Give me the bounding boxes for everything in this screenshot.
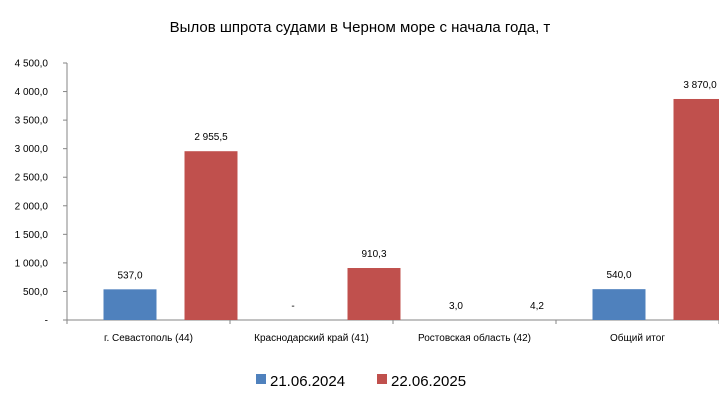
chart-title: Вылов шпрота судами в Черном море с нача… <box>170 19 551 36</box>
y-tick-label: 500,0 <box>23 287 48 298</box>
y-tick-label: 2 500,0 <box>15 173 49 184</box>
data-label: 540,0 <box>606 270 631 281</box>
legend-swatch <box>256 374 266 384</box>
data-label: 2 955,5 <box>194 132 228 143</box>
y-tick-label: 4 000,0 <box>15 87 49 98</box>
bar <box>347 268 401 320</box>
legend-label: 21.06.2024 <box>270 373 345 390</box>
data-label: 3,0 <box>449 301 463 312</box>
y-tick-label: 2 000,0 <box>15 201 49 212</box>
data-label: - <box>291 301 294 312</box>
x-tick-label: Краснодарский край (41) <box>254 333 369 344</box>
y-tick-label: 1 500,0 <box>15 230 49 241</box>
data-labels: 537,0 2 955,5 - 910,3 3,0 4,2 540,0 3 870,0 <box>117 80 717 312</box>
data-label: 4,2 <box>530 301 544 312</box>
axes: - 500,0 1 000,0 1 500,0 2 000,0 2 500,0 3 000,… <box>15 59 719 344</box>
bar <box>673 98 719 320</box>
data-label: 910,3 <box>361 249 386 260</box>
bar <box>103 289 157 320</box>
bar <box>592 289 646 320</box>
legend-label: 22.06.2025 <box>391 373 466 390</box>
y-tick-label: 3 000,0 <box>15 144 49 155</box>
data-label: 3 870,0 <box>683 80 717 91</box>
x-tick-label: Ростовская область (42) <box>418 332 531 344</box>
data-label: 537,0 <box>117 270 142 281</box>
legend-swatch <box>377 374 387 384</box>
bars <box>103 98 719 320</box>
x-tick-label: г. Севастополь (44) <box>104 333 193 344</box>
y-tick-label: 4 500,0 <box>15 59 49 70</box>
legend: 21.06.2024 22.06.2025 <box>256 373 466 390</box>
x-tick-label: Общий итог <box>610 332 665 344</box>
y-tick-label: 1 000,0 <box>15 258 49 269</box>
y-tick-label: - <box>45 316 48 327</box>
y-tick-label: 3 500,0 <box>15 116 49 127</box>
bar <box>184 151 238 320</box>
